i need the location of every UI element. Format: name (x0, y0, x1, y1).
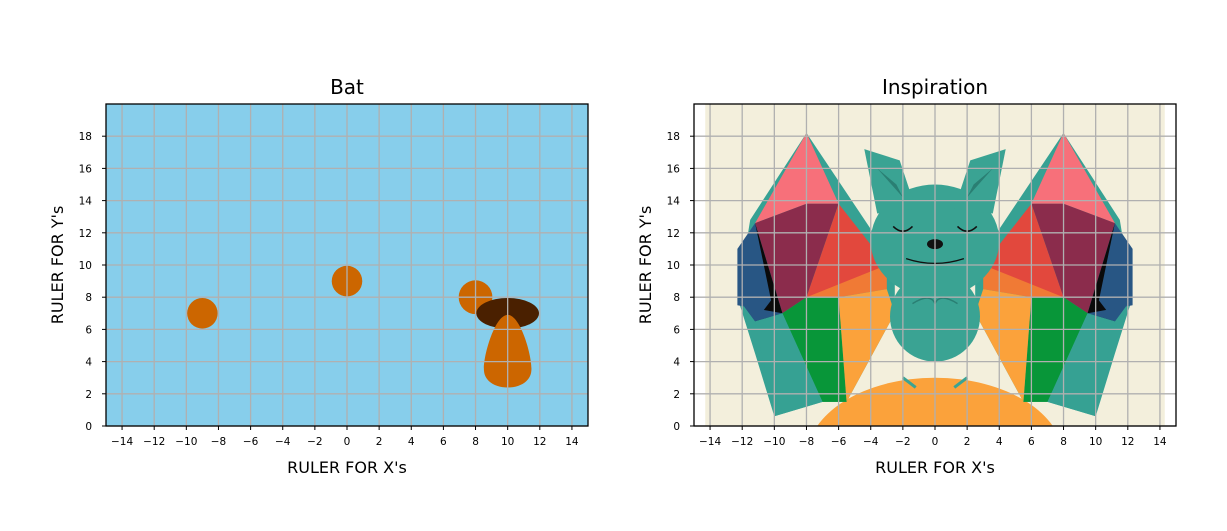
x-tick-label: 4 (408, 436, 415, 448)
x-tick-label: 8 (472, 436, 479, 448)
x-tick-label: 10 (501, 436, 514, 448)
x-tick-label: 0 (344, 436, 351, 448)
right-wing-pink-inner (1031, 133, 1064, 204)
y-tick-label: 12 (79, 228, 92, 240)
y-tick-label: 10 (667, 260, 680, 272)
y-tick-label: 12 (667, 228, 680, 240)
x-tick-label: 10 (1089, 436, 1102, 448)
right-wing-maroon (1031, 203, 1115, 314)
y-tick-label: 0 (85, 421, 92, 433)
x-tick-label: 2 (964, 436, 971, 448)
y-tick-label: 8 (673, 292, 680, 304)
right-wing-light-orange (975, 289, 1032, 402)
x-axis-label: RULER FOR X's (875, 458, 995, 477)
x-tick-label: −12 (143, 436, 165, 448)
x-tick-label: −10 (763, 436, 785, 448)
x-tick-label: −8 (211, 436, 226, 448)
x-tick-label: 12 (1121, 436, 1134, 448)
x-tick-label: −2 (895, 436, 910, 448)
y-axis-label: RULER FOR Y's (48, 206, 67, 325)
left-wing-teal-low (755, 313, 823, 417)
bat-chart: −14 −12 −10 −8 −6 −4 −2 0 2 4 6 8 10 12 14 0 2 4 6 8 10 12 14 1… (48, 75, 589, 477)
y-axis-label: RULER FOR Y's (636, 206, 655, 325)
x-tick-label: 14 (1153, 436, 1167, 448)
inspiration-image: −14 −12 −10 −8 −6 −4 −2 0 2 4 6 8 10 12 14 0 2 4 6 8 10 12 14 1… (636, 75, 1177, 477)
y-tick-label: 8 (85, 292, 92, 304)
x-tick-label: −14 (111, 436, 133, 448)
x-tick-label: 0 (932, 436, 939, 448)
y-tick-label: 18 (667, 131, 680, 143)
bat-inner-ear-left (877, 168, 903, 198)
y-tick-label: 6 (85, 324, 92, 336)
left-wing-pink-inner (806, 133, 839, 204)
bat-feet (901, 376, 969, 389)
right-wing-teal-low (1047, 313, 1115, 417)
x-axis-label: RULER FOR X's (287, 458, 407, 477)
x-tick-label: 14 (565, 436, 579, 448)
left-wing-orange (806, 265, 887, 298)
left-wing-navy-low (737, 297, 783, 322)
y-tick-label: 0 (673, 421, 680, 433)
x-tick-label: −14 (699, 436, 721, 448)
y-tick-label: 14 (79, 196, 93, 208)
y-tick-label: 16 (79, 163, 93, 175)
y-tick-label: 2 (673, 389, 680, 401)
bat-inner-ear-right (967, 168, 993, 198)
x-tick-label: −10 (175, 436, 197, 448)
x-tick-label: 12 (533, 436, 546, 448)
left-wing-maroon (755, 203, 839, 314)
y-tick-label: 4 (85, 357, 92, 369)
x-tick-label: −8 (799, 436, 814, 448)
x-tick-label: 4 (996, 436, 1003, 448)
right-wing-orange (983, 265, 1064, 298)
x-tick-label: 6 (440, 436, 447, 448)
x-tick-label: −6 (831, 436, 847, 448)
y-tick-label: 14 (667, 196, 681, 208)
grid (694, 104, 1176, 427)
x-tick-label: 2 (376, 436, 383, 448)
y-tick-label: 10 (79, 260, 92, 272)
right-wing-green (1023, 297, 1088, 402)
x-tick-label: −2 (307, 436, 322, 448)
y-tick-label: 6 (673, 324, 680, 336)
left-wing-light-orange (838, 289, 895, 402)
chart-title: Bat (330, 75, 364, 99)
x-tick-label: 6 (1028, 436, 1035, 448)
grid (106, 104, 588, 427)
y-tick-label: 4 (673, 357, 680, 369)
left-wing-green (782, 297, 847, 402)
x-tick-label: −4 (275, 436, 291, 448)
x-tick-label: −4 (863, 436, 879, 448)
bat-shape-0 (187, 298, 218, 329)
x-tick-label: −6 (243, 436, 259, 448)
right-wing-navy-low (1087, 297, 1133, 322)
y-tick-label: 18 (79, 131, 92, 143)
x-tick-label: 8 (1060, 436, 1067, 448)
x-tick-label: −12 (731, 436, 753, 448)
chart-title: Inspiration (882, 75, 988, 99)
y-tick-label: 16 (667, 163, 681, 175)
y-tick-label: 2 (85, 389, 92, 401)
